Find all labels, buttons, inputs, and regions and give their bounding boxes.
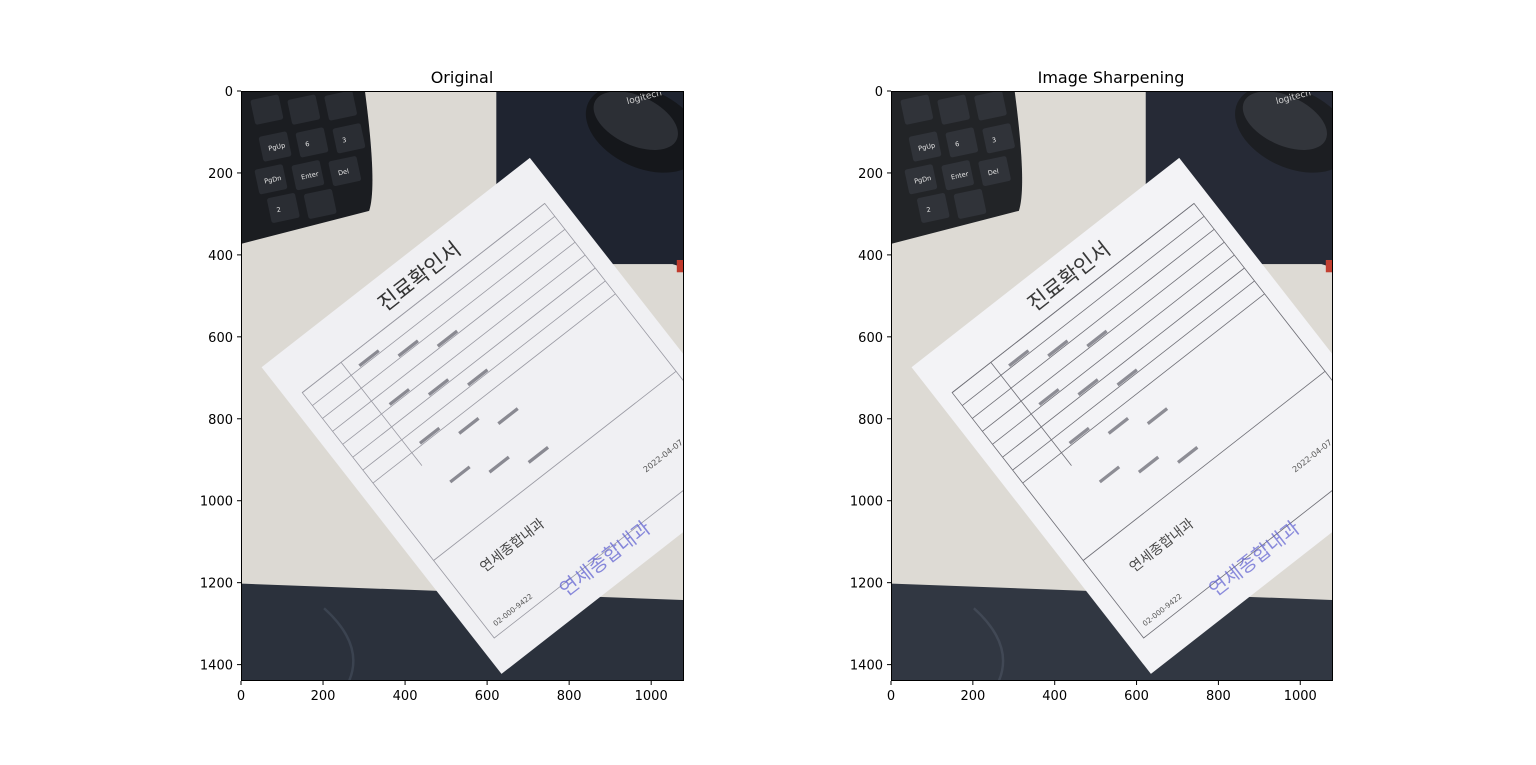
x-tick-label: 400: [393, 689, 418, 704]
x-tick-label: 0: [887, 689, 895, 704]
x-tick-label: 600: [1124, 689, 1149, 704]
x-tick-label: 1000: [635, 689, 668, 704]
svg-text:3: 3: [341, 136, 347, 145]
y-tick-label: 1400: [200, 659, 233, 674]
svg-text:2: 2: [276, 205, 282, 214]
svg-text:Del: Del: [987, 167, 999, 177]
y-tick-label: 800: [858, 413, 883, 428]
svg-text:6: 6: [305, 140, 311, 149]
y-tick-label: 1000: [200, 495, 233, 510]
y-tick-label: 0: [225, 85, 233, 100]
x-tick-label: 0: [237, 689, 245, 704]
y-tick-label: 1200: [850, 577, 883, 592]
svg-text:Enter: Enter: [300, 170, 319, 182]
svg-text:6: 6: [954, 140, 960, 149]
x-tick-label: 200: [311, 689, 336, 704]
panel-title: Image Sharpening: [1037, 68, 1185, 87]
y-tick-label: 400: [858, 249, 883, 264]
panel-title: Original: [430, 68, 494, 87]
svg-text:2: 2: [926, 205, 932, 214]
x-tick-label: 200: [960, 689, 985, 704]
y-tick-label: 400: [208, 249, 233, 264]
svg-text:Del: Del: [337, 167, 349, 177]
x-tick-label: 1000: [1284, 689, 1317, 704]
y-tick-label: 600: [858, 331, 883, 346]
x-tick-label: 400: [1042, 689, 1067, 704]
x-tick-label: 800: [1206, 689, 1231, 704]
document-photo: logitechPgUp63PgDnEnterDel2진료확인서연세종합내과20…: [891, 91, 1333, 681]
y-tick-label: 1200: [200, 577, 233, 592]
y-tick-label: 1000: [850, 495, 883, 510]
photo-canvas: logitechPgUp63PgDnEnterDel2진료확인서연세종합내과20…: [892, 92, 1332, 680]
y-tick-label: 200: [208, 167, 233, 182]
x-tick-label: 600: [475, 689, 500, 704]
svg-text:3: 3: [991, 136, 997, 145]
svg-text:PgUp: PgUp: [268, 141, 286, 152]
svg-text:PgUp: PgUp: [918, 141, 936, 152]
svg-text:PgDn: PgDn: [913, 174, 932, 185]
x-tick-label: 800: [557, 689, 582, 704]
svg-text:PgDn: PgDn: [264, 174, 283, 185]
y-tick-label: 200: [858, 167, 883, 182]
svg-text:Enter: Enter: [950, 170, 969, 182]
y-tick-label: 0: [875, 85, 883, 100]
y-tick-label: 800: [208, 413, 233, 428]
y-tick-label: 1400: [850, 659, 883, 674]
y-tick-label: 600: [208, 331, 233, 346]
